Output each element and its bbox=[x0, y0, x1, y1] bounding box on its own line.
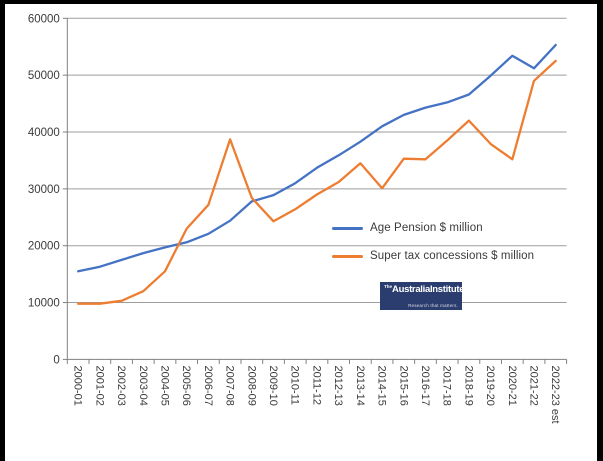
x-axis-category-label: 2003-04 bbox=[137, 366, 149, 406]
x-axis-category-label: 2001-02 bbox=[93, 366, 105, 406]
legend-item-age-pension: Age Pension $ million bbox=[332, 222, 483, 234]
x-axis-category-label: 2019-20 bbox=[484, 366, 496, 406]
y-axis-tick-label: 20000 bbox=[28, 241, 60, 253]
legend-line-swatch-blue bbox=[332, 226, 363, 230]
x-axis-category-label: 2007-08 bbox=[224, 366, 236, 406]
x-axis-category-label: 2017-18 bbox=[441, 366, 453, 406]
legend-item-super-tax-concessions: Super tax concessions $ million bbox=[332, 250, 534, 262]
x-axis-category-label: 2000-01 bbox=[72, 366, 84, 406]
legend-label: Age Pension $ million bbox=[370, 222, 483, 234]
logo-title: TheAustraliaInstitute bbox=[384, 284, 465, 295]
x-axis-category-label: 2011-12 bbox=[310, 366, 322, 406]
y-axis-tick-label: 10000 bbox=[28, 298, 60, 310]
x-axis-category-label: 2002-03 bbox=[115, 366, 127, 406]
y-axis-tick-label: 50000 bbox=[28, 70, 60, 82]
y-axis-tick-label: 40000 bbox=[28, 127, 60, 139]
australia-institute-logo: TheAustraliaInstitute Research that matt… bbox=[380, 282, 465, 310]
y-axis-tick-label: 0 bbox=[53, 354, 59, 366]
x-axis-category-label: 2015-16 bbox=[397, 366, 409, 406]
x-axis-category-label: 2021-22 bbox=[528, 366, 540, 406]
x-axis-category-label: 2009-10 bbox=[267, 366, 279, 406]
window-border-right bbox=[597, 0, 603, 461]
x-axis-category-label: 2018-19 bbox=[462, 366, 474, 406]
x-axis-category-label: 2020-21 bbox=[506, 366, 518, 406]
legend-line-swatch-orange bbox=[332, 254, 363, 258]
x-axis-category-label: 2004-05 bbox=[159, 366, 171, 406]
x-axis-category-label: 2022-23 est bbox=[549, 366, 561, 424]
y-axis-tick-label: 60000 bbox=[28, 13, 60, 25]
logo-tagline: Research that matters. bbox=[408, 302, 458, 308]
legend-label: Super tax concessions $ million bbox=[370, 250, 535, 262]
window-border-top bbox=[0, 0, 603, 4]
logo-prefix: The bbox=[384, 284, 393, 289]
series-line-1 bbox=[77, 59, 557, 305]
series-line-0 bbox=[77, 43, 557, 273]
x-axis-category-label: 2014-15 bbox=[376, 366, 388, 406]
x-axis-category-label: 2010-11 bbox=[289, 366, 301, 406]
logo-name: AustraliaInstitute bbox=[392, 284, 465, 296]
x-axis-category-label: 2012-13 bbox=[332, 366, 344, 406]
x-axis-category-label: 2005-06 bbox=[180, 366, 192, 406]
x-axis-category-label: 2016-17 bbox=[419, 366, 431, 406]
window-border-left bbox=[0, 0, 5, 461]
x-axis-category-label: 2013-14 bbox=[354, 366, 366, 406]
x-axis-category-label: 2008-09 bbox=[245, 366, 257, 406]
y-axis-tick-label: 30000 bbox=[28, 184, 60, 196]
x-axis-category-label: 2006-07 bbox=[202, 366, 214, 406]
